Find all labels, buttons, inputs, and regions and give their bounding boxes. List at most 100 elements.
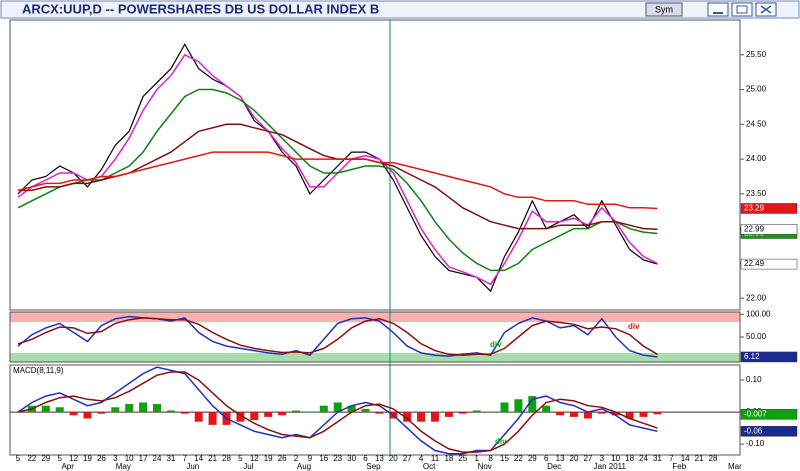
histogram-bar — [305, 412, 314, 413]
y-tick-label: 0.10 — [746, 375, 762, 384]
x-tick-label: 20 — [570, 454, 579, 463]
x-tick-label: 26 — [97, 454, 106, 463]
x-tick-label: 24 — [153, 454, 162, 463]
histogram-bar — [83, 412, 92, 419]
last-value-box — [740, 203, 798, 214]
last-value-label: 22.49 — [744, 259, 765, 268]
x-tick-label: 1 — [474, 454, 479, 463]
x-tick-label: 7 — [669, 454, 674, 463]
y-tick-label: 22.00 — [746, 293, 767, 302]
histogram-bar — [264, 412, 273, 417]
x-tick-label: 27 — [583, 454, 592, 463]
histogram-bar — [180, 412, 189, 414]
y-tick-label: -0.10 — [746, 439, 765, 448]
price-panel — [9, 19, 741, 311]
sym-button[interactable] — [645, 2, 683, 17]
x-tick-label: 7 — [183, 454, 188, 463]
histogram-bar — [514, 399, 523, 413]
histogram-bar — [639, 412, 648, 417]
y-tick-label: 24.00 — [746, 154, 767, 163]
sym-label: Sym — [655, 4, 673, 14]
x-tick-label: 6 — [544, 454, 549, 463]
histogram-bar — [153, 404, 161, 413]
last-value-label: 23.29 — [744, 204, 765, 213]
x-tick-label: 13 — [556, 454, 565, 463]
minimize-button[interactable] — [707, 2, 729, 17]
window-buttons[interactable]: Sym — [645, 2, 777, 17]
histogram-bar — [361, 408, 370, 413]
x-tick-label: 18 — [625, 454, 634, 463]
y-tick-label: 24.50 — [746, 119, 767, 128]
y-tick-label: 25.50 — [746, 50, 767, 59]
x-tick-label: 5 — [238, 454, 243, 463]
x-tick-label: 9 — [308, 454, 313, 463]
x-tick-label: 10 — [611, 454, 620, 463]
month-label: Jan 2011 — [594, 462, 627, 471]
x-tick-label: 23 — [333, 454, 342, 463]
month-label: Feb — [672, 462, 686, 471]
x-tick-label: 10 — [125, 454, 134, 463]
x-tick-label: 22 — [27, 454, 36, 463]
histogram-bar — [458, 412, 467, 414]
last-value-box — [740, 426, 798, 437]
month-label: May — [116, 462, 131, 471]
histogram-bar — [14, 412, 22, 413]
histogram-bar — [570, 412, 578, 417]
histogram-bar — [431, 412, 439, 422]
last-value-label: -0.06 — [744, 426, 763, 435]
histogram-bar — [556, 412, 565, 416]
x-tick-label: 15 — [500, 454, 509, 463]
y-tick-label: 100.00 — [746, 309, 771, 318]
x-tick-label: 14 — [681, 454, 690, 463]
x-tick-label: 5 — [57, 454, 62, 463]
x-tick-label: 26 — [278, 454, 287, 463]
x-tick-label: 22 — [514, 454, 523, 463]
histogram-bar — [125, 404, 134, 413]
x-tick-label: 25 — [458, 454, 467, 463]
histogram-bar — [208, 412, 217, 425]
series-line — [17, 317, 658, 356]
histogram-bar — [69, 412, 78, 416]
month-label: Aug — [297, 462, 311, 471]
histogram-bar — [319, 405, 328, 413]
histogram-bar — [278, 412, 287, 416]
histogram-bar — [166, 410, 175, 413]
last-value-label: 22.99 — [744, 224, 765, 233]
histogram-bar — [583, 412, 592, 419]
macd-panel — [9, 364, 741, 456]
month-label: Dec — [547, 462, 561, 471]
panel-title: MACD(8,11,9) — [13, 366, 64, 375]
x-tick-label: 19 — [83, 454, 92, 463]
title-bar — [0, 0, 800, 19]
y-tick-label: 23.50 — [746, 189, 767, 198]
annotation: div — [495, 437, 507, 446]
histogram-bar — [417, 412, 426, 422]
series-line — [17, 151, 658, 210]
series-line — [17, 315, 658, 358]
series-line — [17, 371, 658, 453]
maximize-button[interactable] — [731, 2, 753, 17]
histogram-bar — [333, 402, 342, 413]
histogram-bar — [250, 412, 259, 421]
histogram-bar — [347, 405, 356, 413]
month-label: Nov — [478, 462, 492, 471]
x-tick-label: 21 — [208, 454, 217, 463]
x-tick-label: 3 — [600, 454, 605, 463]
month-label: Oct — [423, 462, 436, 471]
x-tick-label: 14 — [194, 454, 203, 463]
x-tick-label: 31 — [653, 454, 662, 463]
x-tick-label: 13 — [375, 454, 384, 463]
month-label: Mar — [728, 462, 742, 471]
x-tick-label: 29 — [41, 454, 50, 463]
month-label: Jul — [243, 462, 253, 471]
month-label: Sep — [366, 462, 381, 471]
x-tick-label: 11 — [431, 454, 440, 463]
histogram-bar — [194, 412, 203, 422]
histogram-bar — [597, 412, 606, 414]
histogram-bar — [444, 412, 453, 417]
x-tick-label: 20 — [389, 454, 398, 463]
maximize-icon — [736, 5, 748, 14]
y-tick-label: 25.00 — [746, 85, 767, 94]
x-tick-label: 8 — [488, 454, 493, 463]
